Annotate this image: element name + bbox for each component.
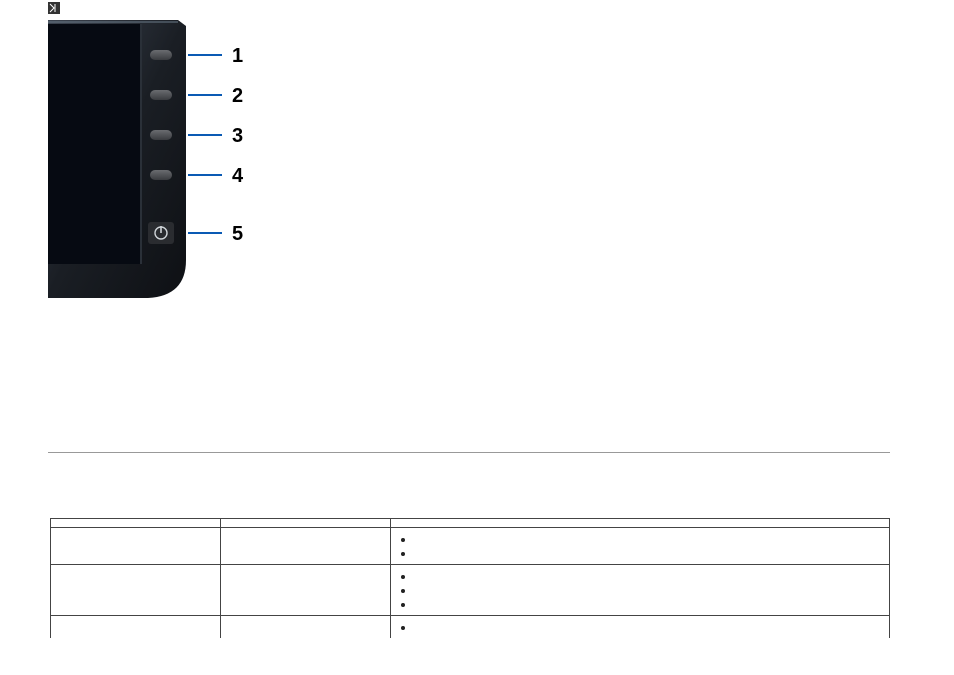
th-2 [220,519,390,528]
monitor-controls-diagram: 1 2 3 4 5 [48,20,288,300]
list-item [415,597,883,611]
cell-r1c3 [390,528,889,565]
table-row [51,565,890,616]
th-1 [51,519,221,528]
table-header-row [51,519,890,528]
cell-r3c1 [51,616,221,639]
table-row [51,528,890,565]
list-item [415,620,883,634]
cell-r2c3 [390,565,889,616]
callout-4: 4 [232,165,244,187]
list-item [415,546,883,560]
cell-r1c1 [51,528,221,565]
callout-1: 1 [232,45,243,67]
callout-5: 5 [232,223,243,245]
cell-r1c2 [220,528,390,565]
cell-r3c2 [220,616,390,639]
callout-2: 2 [232,85,243,107]
controls-table [50,518,890,638]
list-item [415,532,883,546]
separator [48,452,890,453]
cell-r2c1 [51,565,221,616]
list-item [415,583,883,597]
cell-r3c3 [390,616,889,639]
note-icon [48,2,60,14]
table-row [51,616,890,639]
th-3 [390,519,889,528]
callout-3: 3 [232,125,243,147]
cell-r2c2 [220,565,390,616]
list-item [415,569,883,583]
